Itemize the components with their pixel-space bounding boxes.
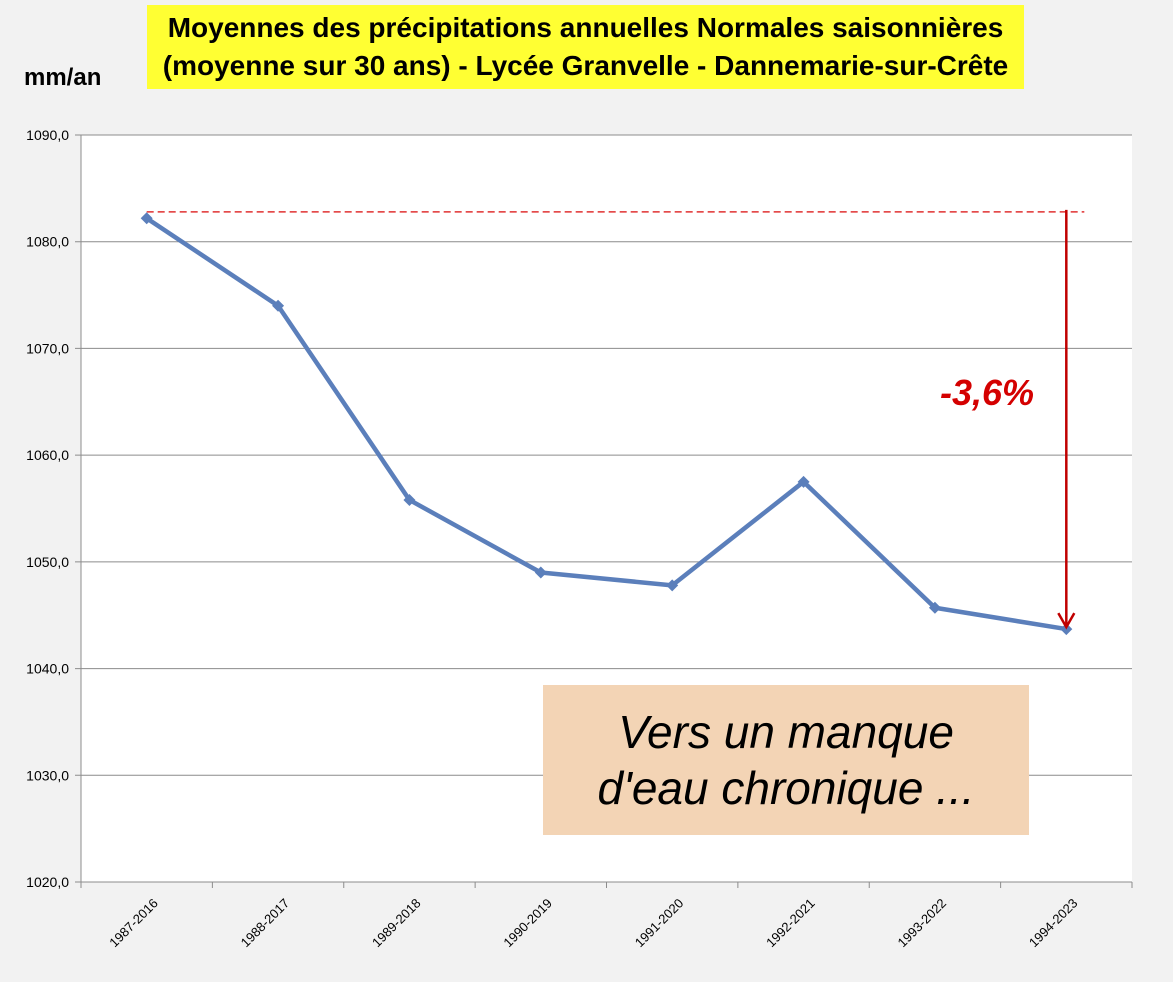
y-tick-label: 1040,0: [26, 661, 69, 677]
chart-title-line2: (moyenne sur 30 ans) - Lycée Granvelle -…: [162, 50, 1009, 81]
x-tick-label: 1992-2021: [763, 896, 818, 951]
x-tick-label: 1993-2022: [894, 896, 949, 951]
x-tick-label: 1990-2019: [500, 896, 555, 951]
note-box: Vers un manque d'eau chronique ...: [543, 685, 1029, 835]
chart-title: Moyennes des précipitations annuelles No…: [147, 5, 1024, 89]
y-tick-label: 1090,0: [26, 127, 69, 143]
x-tick-label: 1989-2018: [369, 896, 424, 951]
x-tick-label: 1991-2020: [632, 896, 687, 951]
y-tick-label: 1080,0: [26, 234, 69, 250]
data-point: [272, 299, 285, 312]
data-point: [928, 601, 941, 614]
y-tick-label: 1070,0: [26, 340, 69, 356]
y-tick-label: 1020,0: [26, 874, 69, 890]
y-tick-label: 1060,0: [26, 447, 69, 463]
data-point: [797, 475, 810, 488]
percent-change-label: -3,6%: [940, 372, 1035, 413]
chart-title-line1: Moyennes des précipitations annuelles No…: [167, 12, 1004, 43]
note-line2: d'eau chronique ...: [597, 762, 975, 814]
series-line: [145, 216, 1067, 632]
x-tick-label: 1994-2023: [1026, 896, 1081, 951]
x-tick-label: 1987-2016: [106, 896, 161, 951]
note-line1: Vers un manque: [618, 706, 954, 758]
y-tick-label: 1030,0: [26, 767, 69, 783]
data-point: [403, 493, 416, 506]
data-point: [534, 566, 547, 579]
x-tick-label: 1988-2017: [238, 896, 293, 951]
data-point: [140, 212, 153, 225]
y-axis-label: mm/an: [24, 64, 102, 91]
data-point: [666, 579, 679, 592]
change-arrowhead: [1057, 612, 1076, 630]
y-tick-label: 1050,0: [26, 554, 69, 570]
